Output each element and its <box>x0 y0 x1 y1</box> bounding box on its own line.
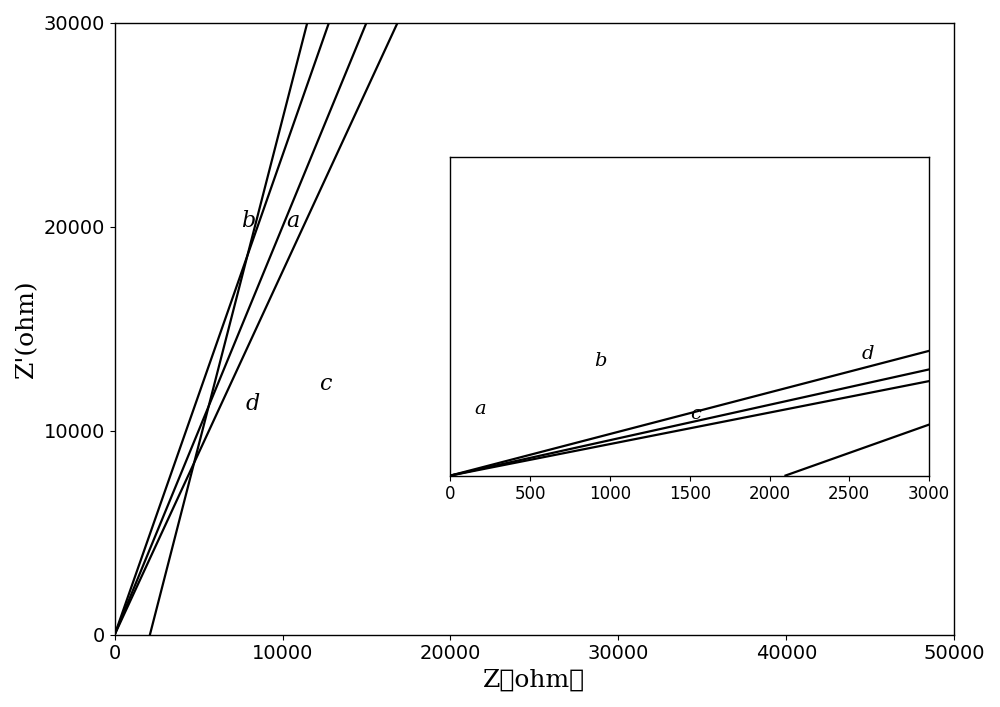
Text: c: c <box>320 373 332 395</box>
Text: a: a <box>286 209 299 232</box>
X-axis label: Z（ohm）: Z（ohm） <box>483 669 586 692</box>
Text: d: d <box>246 393 260 415</box>
Y-axis label: Z'(ohm): Z'(ohm) <box>15 279 38 378</box>
Text: b: b <box>241 209 255 232</box>
